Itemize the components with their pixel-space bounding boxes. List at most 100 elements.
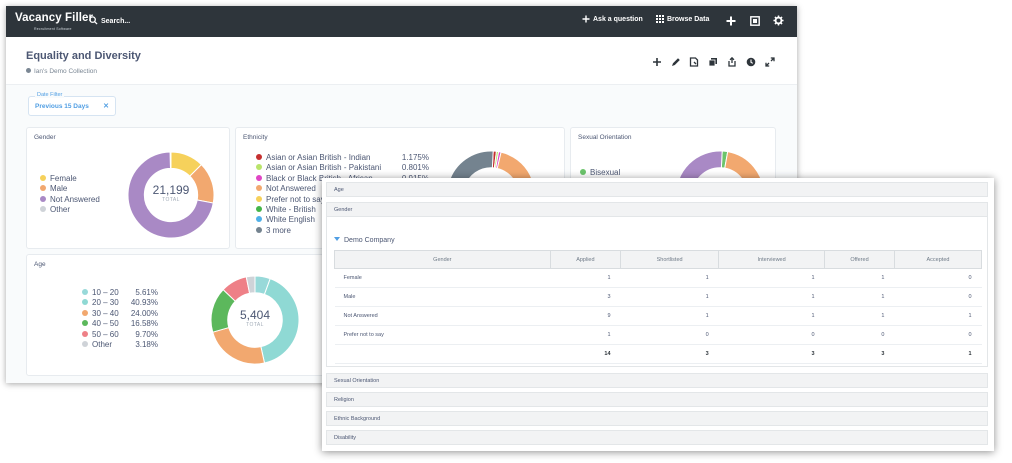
new-plus-icon[interactable] xyxy=(726,16,736,26)
gender-legend-item[interactable]: Male xyxy=(40,184,100,194)
age-card[interactable]: Age 10 – 20 5.61% 20 – 30 40.93% 30 – 40 24.0… xyxy=(26,254,326,376)
gender-card[interactable]: Gender Female Male Not Answered Other 21… xyxy=(26,127,230,249)
age-legend-item[interactable]: 30 – 40 24.00% xyxy=(82,309,158,319)
age-legend-item[interactable]: Other 3.18% xyxy=(82,340,158,350)
age-legend-item[interactable]: 10 – 20 5.61% xyxy=(82,288,158,298)
ethnicity-legend-item[interactable]: Prefer not to say xyxy=(256,195,429,205)
table-cell: 0 xyxy=(620,325,719,345)
gender-legend: Female Male Not Answered Other xyxy=(40,174,100,216)
table-cell: 0 xyxy=(894,325,982,345)
ethnicity-legend: Asian or Asian British - Indian 1.175% Asi… xyxy=(256,153,429,236)
legend-label: 40 – 50 xyxy=(92,319,119,329)
table-cell: Female xyxy=(334,268,551,288)
column-header[interactable]: Gender xyxy=(334,250,551,269)
ethnicity-legend-item[interactable]: Asian or Asian British - Indian 1.175% xyxy=(256,153,429,163)
section-disability[interactable]: Disability xyxy=(326,430,988,445)
table-cell: Not Answered xyxy=(334,306,551,326)
legend-label: 50 – 60 xyxy=(92,329,119,339)
sexual-orientation-legend-item[interactable]: Bisexual xyxy=(580,168,620,178)
share-icon[interactable] xyxy=(727,57,737,67)
ethnicity-legend-item[interactable]: 3 more xyxy=(256,226,429,236)
app-logo[interactable]: Vacancy Filler xyxy=(15,12,94,24)
legend-swatch xyxy=(40,195,46,202)
gender-donut-chart[interactable] xyxy=(127,151,215,239)
table-row: Male 3 1 1 1 0 xyxy=(334,287,982,307)
legend-label: 10 – 20 xyxy=(92,288,119,297)
column-header[interactable]: Interviewed xyxy=(718,250,826,269)
table-cell: 1 xyxy=(620,306,719,326)
ethnicity-card-title: Ethnicity xyxy=(243,134,268,141)
section-ethnic-background[interactable]: Ethnic Background xyxy=(326,411,988,426)
caret-down-icon xyxy=(334,237,340,241)
ethnicity-legend-item[interactable]: Not Answered xyxy=(256,184,429,194)
date-filter-widget[interactable]: Date Filter Previous 15 Days ✕ xyxy=(28,92,116,116)
ask-question-button[interactable]: Ask a question xyxy=(582,15,643,23)
age-total-label: TOTAL xyxy=(246,322,264,328)
sexual-orientation-card-title: Sexual Orientation xyxy=(578,134,632,141)
search-button[interactable]: Search... xyxy=(89,16,130,25)
edit-icon[interactable] xyxy=(671,57,681,67)
browse-data-button[interactable]: Browse Data xyxy=(656,15,709,23)
legend-swatch xyxy=(256,195,262,202)
revision-icon[interactable] xyxy=(689,57,699,67)
total-cell xyxy=(334,344,551,364)
duplicate-icon[interactable] xyxy=(708,57,718,67)
age-slice[interactable] xyxy=(212,326,266,365)
legend-swatch xyxy=(40,206,46,213)
table-cell: 1 xyxy=(718,287,825,307)
gender-slice[interactable] xyxy=(127,151,214,239)
fullscreen-icon[interactable] xyxy=(765,57,775,67)
age-legend-item[interactable]: 20 – 30 40.93% xyxy=(82,298,158,308)
table-cell: 3 xyxy=(550,287,621,307)
table-body: Female 1 1 1 1 0 Male 3 1 1 1 0 Not Answered 9 1 1 1 1 Pre… xyxy=(334,268,982,364)
legend-swatch xyxy=(40,185,46,192)
age-legend-item[interactable]: 40 – 50 16.58% xyxy=(82,319,158,329)
section-age[interactable]: Age xyxy=(326,182,988,197)
legend-percentage: 9.70% xyxy=(135,329,158,339)
ethnicity-legend-item[interactable]: Asian or Asian British - Pakistani 0.801% xyxy=(256,163,429,173)
gender-legend-item[interactable]: Other xyxy=(40,205,100,215)
section-religion[interactable]: Religion xyxy=(326,392,988,407)
clock-icon[interactable] xyxy=(746,57,756,67)
legend-label: Not Answered xyxy=(266,184,316,194)
gear-icon[interactable] xyxy=(773,15,784,26)
company-toggle[interactable]: Demo Company xyxy=(334,237,395,244)
column-header[interactable]: Applied xyxy=(549,250,622,269)
ethnicity-legend-item[interactable]: White English xyxy=(256,215,429,225)
gender-total: 21,199 TOTAL xyxy=(143,183,199,203)
age-donut-chart[interactable] xyxy=(210,275,300,365)
gender-legend-item[interactable]: Not Answered xyxy=(40,195,100,205)
clear-filter-icon[interactable]: ✕ xyxy=(103,103,109,110)
total-cell: 1 xyxy=(894,344,982,364)
collection-breadcrumb[interactable]: Ian's Demo Collection xyxy=(26,68,97,75)
gender-legend-item[interactable]: Female xyxy=(40,174,100,184)
section-sexual-orientation[interactable]: Sexual Orientation xyxy=(326,373,988,388)
table-cell: Male xyxy=(334,287,551,307)
ethnicity-legend-item[interactable]: White - British xyxy=(256,205,429,215)
table-cell: 1 xyxy=(824,287,895,307)
total-cell: 3 xyxy=(718,344,825,364)
table-cell: 0 xyxy=(894,287,982,307)
snapshot-icon[interactable] xyxy=(750,16,760,26)
date-filter-value[interactable]: Previous 15 Days xyxy=(35,103,89,110)
add-card-icon[interactable] xyxy=(652,57,662,67)
table-cell: 9 xyxy=(550,306,621,326)
gender-slice[interactable] xyxy=(169,151,172,169)
legend-label: Other xyxy=(92,340,113,350)
legend-percentage: 5.61% xyxy=(135,288,158,297)
legend-label: Bisexual xyxy=(590,168,621,177)
age-slice[interactable] xyxy=(245,275,256,294)
legend-swatch xyxy=(40,175,46,181)
top-nav-bar: Vacancy Filler Recruitment Software Sear… xyxy=(6,6,797,37)
grid-icon xyxy=(656,15,664,23)
table-cell: 1 xyxy=(718,268,825,288)
column-header[interactable]: Offered xyxy=(824,250,895,269)
column-header[interactable]: Accepted xyxy=(893,250,983,269)
table-cell: Prefer not to say xyxy=(334,325,551,345)
legend-label: Male xyxy=(50,184,68,194)
legend-swatch xyxy=(82,341,88,348)
column-header[interactable]: Shortlisted xyxy=(620,250,720,269)
table-cell: 1 xyxy=(620,268,719,288)
age-legend-item[interactable]: 50 – 60 9.70% xyxy=(82,330,158,340)
legend-label: Prefer not to say xyxy=(266,194,325,204)
